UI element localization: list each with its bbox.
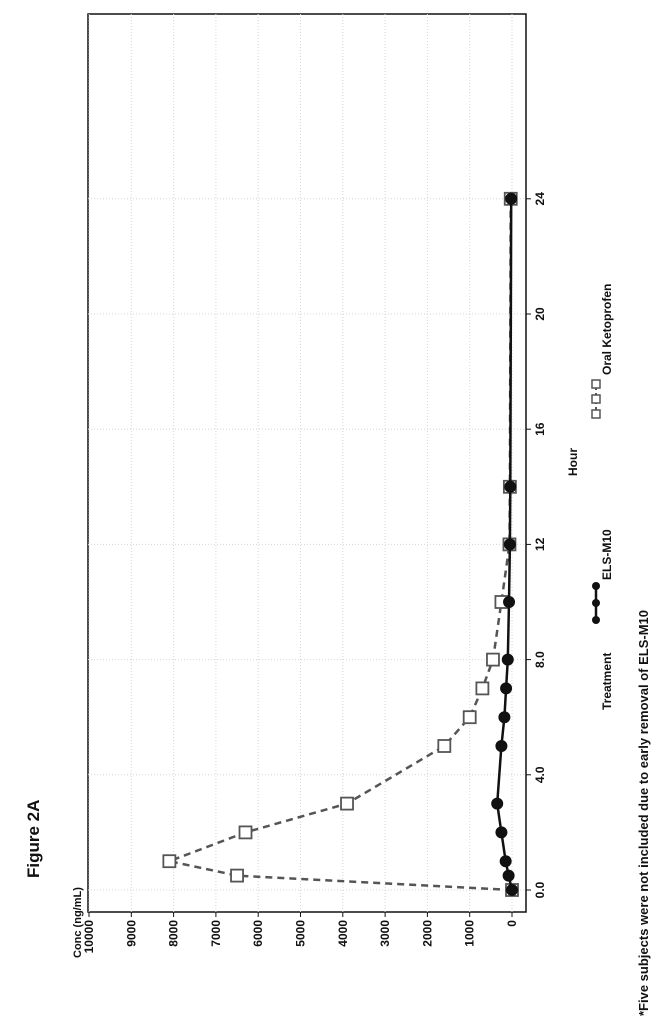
- point-els-m10: [504, 597, 515, 608]
- y-axis-label: Conc (ng/mL): [72, 887, 84, 958]
- point-oral-ketoprofen: [240, 826, 252, 838]
- tick-label-conc: 9000: [124, 920, 138, 947]
- legend-marker-els-m10: [592, 616, 600, 624]
- tick-label-conc: 5000: [294, 920, 308, 947]
- point-oral-ketoprofen: [163, 855, 175, 867]
- tick-label-conc: 8000: [167, 920, 181, 947]
- legend-label-els-m10: ELS-M10: [600, 529, 614, 580]
- legend-label-oral-ketoprofen: Oral Ketoprofen: [600, 284, 614, 375]
- tick-label-conc: 0: [505, 920, 519, 927]
- point-oral-ketoprofen: [487, 654, 499, 666]
- tick-label-conc: 7000: [209, 920, 223, 947]
- point-els-m10: [492, 798, 503, 809]
- legend-marker-oral-ketoprofen: [592, 410, 600, 418]
- legend-marker-els-m10: [592, 599, 600, 607]
- point-oral-ketoprofen: [341, 798, 353, 810]
- figure-label: Figure 2A: [24, 800, 44, 878]
- legend-marker-els-m10: [592, 582, 600, 590]
- tick-label-conc: 10000: [82, 920, 96, 954]
- tick-label-hour: 8.0: [533, 651, 547, 668]
- point-els-m10: [506, 193, 517, 204]
- tick-label-hour: 16: [533, 422, 547, 436]
- tick-label-conc: 2000: [420, 920, 434, 947]
- tick-label-hour: 20: [533, 307, 547, 321]
- point-els-m10: [499, 712, 510, 723]
- point-els-m10: [496, 741, 507, 752]
- point-els-m10: [500, 856, 511, 867]
- legend-marker-oral-ketoprofen: [592, 380, 600, 388]
- point-els-m10: [503, 870, 514, 881]
- point-els-m10: [496, 827, 507, 838]
- point-els-m10: [507, 885, 518, 896]
- legend-title: Treatment: [600, 653, 614, 710]
- tick-label-hour: 0.0: [533, 881, 547, 898]
- point-els-m10: [502, 654, 513, 665]
- point-oral-ketoprofen: [464, 711, 476, 723]
- legend-marker-oral-ketoprofen: [592, 395, 600, 403]
- footnote: *Five subjects were not included due to …: [636, 610, 651, 1016]
- tick-label-conc: 3000: [378, 920, 392, 947]
- x-axis-label: Hour: [566, 448, 580, 476]
- tick-label-hour: 4.0: [533, 766, 547, 783]
- point-oral-ketoprofen: [231, 870, 243, 882]
- point-els-m10: [501, 683, 512, 694]
- point-els-m10: [505, 481, 516, 492]
- tick-label-conc: 1000: [463, 920, 477, 947]
- point-els-m10: [504, 539, 515, 550]
- plot-frame: [88, 14, 526, 912]
- point-oral-ketoprofen: [476, 682, 488, 694]
- tick-label-hour: 24: [533, 192, 547, 206]
- tick-label-conc: 6000: [251, 920, 265, 947]
- tick-label-hour: 12: [533, 537, 547, 551]
- tick-label-conc: 4000: [336, 920, 350, 947]
- point-oral-ketoprofen: [438, 740, 450, 752]
